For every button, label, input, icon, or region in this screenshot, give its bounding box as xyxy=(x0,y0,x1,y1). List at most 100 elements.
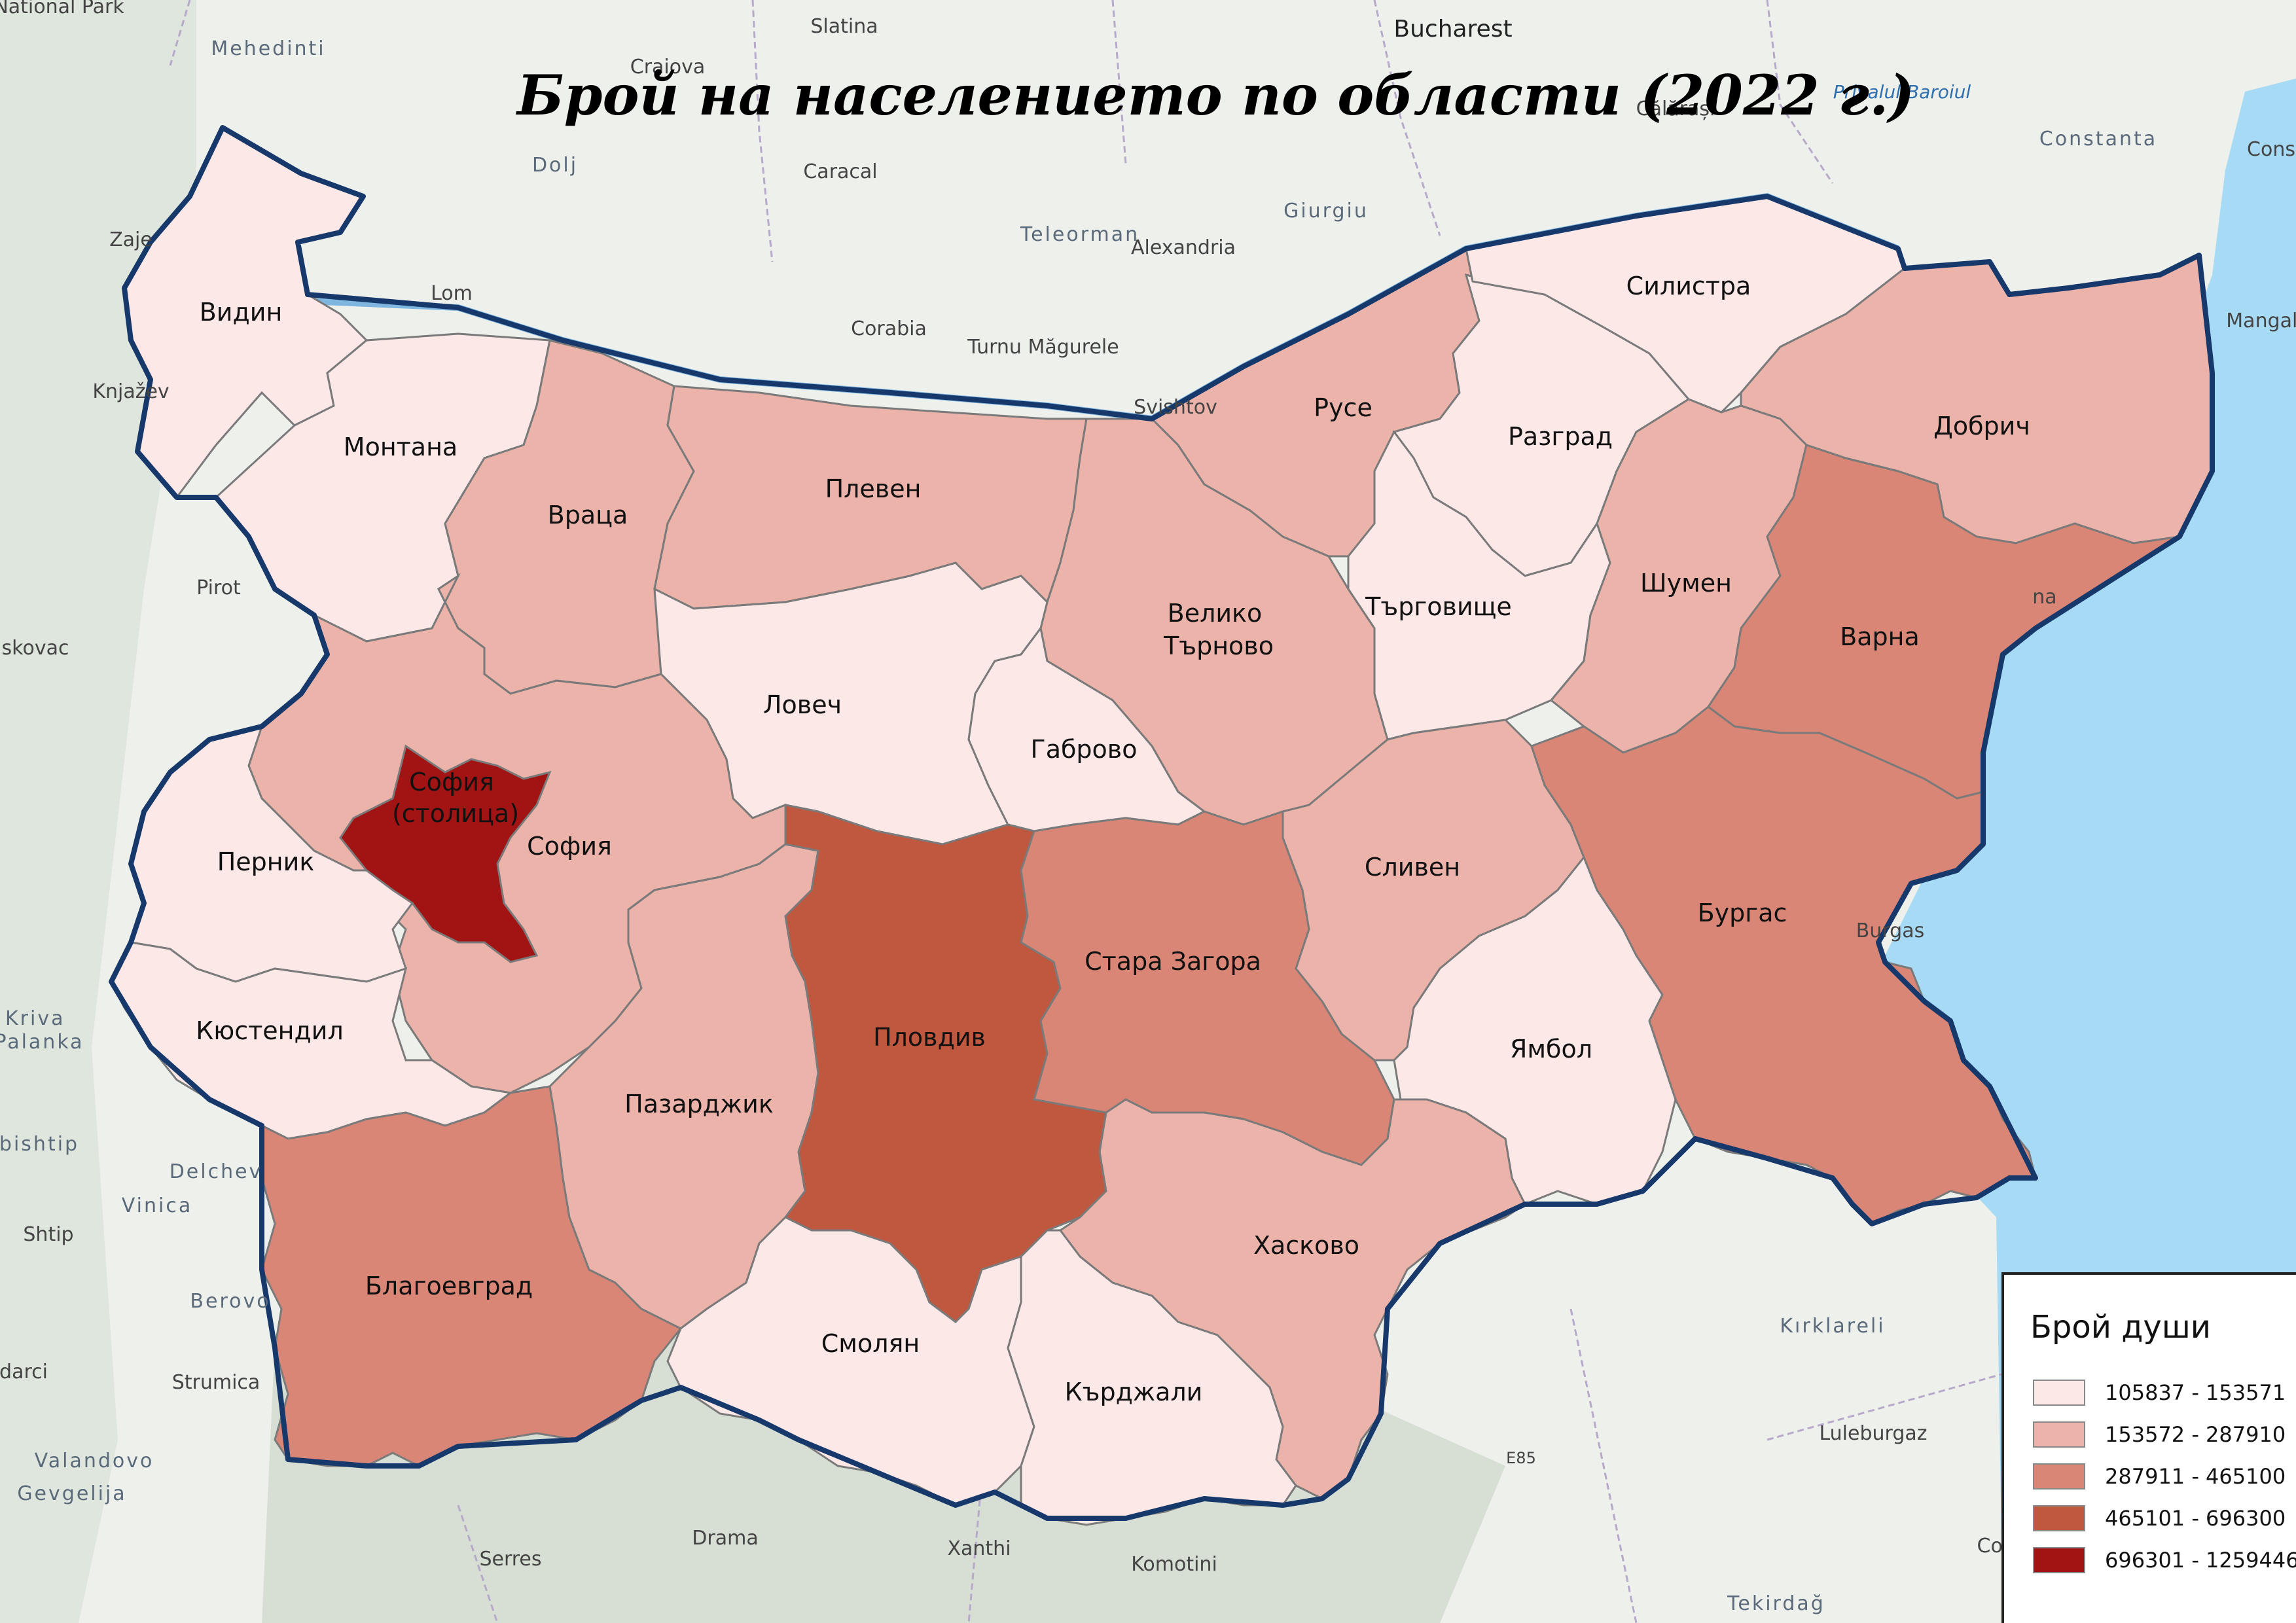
basemap-label-kriva-palanka: Kriva Palanka xyxy=(0,1007,84,1054)
label-veliko-tarnovo-line2: Търново xyxy=(1163,632,1274,660)
basemap-label-alexandria: Alexandria xyxy=(1131,236,1236,259)
basemap-label-national-park: National Park xyxy=(0,0,124,18)
label-sofia-capital-line1: София xyxy=(409,768,494,796)
bulgaria-border xyxy=(109,125,2215,1521)
label-sliven: Сливен xyxy=(1365,853,1460,882)
label-pleven: Плевен xyxy=(825,474,922,503)
label-dobrich: Добрич xyxy=(1933,412,2030,440)
label-veliko-tarnovo-line1: Велико xyxy=(1168,599,1263,628)
basemap-label-komotini: Komotini xyxy=(1131,1553,1217,1576)
basemap-label-serres: Serres xyxy=(479,1548,541,1571)
basemap-label-lom: Lom xyxy=(431,282,473,305)
basemap-label-cons: Cons xyxy=(2247,138,2295,161)
label-smolyan: Смолян xyxy=(821,1329,920,1358)
label-blagoevgrad: Благоевград xyxy=(365,1272,533,1300)
basemap-label-na: na xyxy=(2032,586,2056,609)
label-ruse: Русе xyxy=(1314,393,1372,422)
basemap-label-xanthi: Xanthi xyxy=(947,1537,1011,1560)
legend-row-1: 105837 - 153571 xyxy=(2033,1377,2286,1408)
basemap-admin-lines xyxy=(169,0,2002,1623)
basemap-label-corabia: Corabia xyxy=(851,317,927,340)
label-gabrovo: Габрово xyxy=(1031,735,1138,764)
legend-row-2: 153572 - 287910 xyxy=(2033,1419,2286,1450)
legend-row-5: 696301 - 1259446 xyxy=(2033,1544,2296,1576)
basemap-label-privalul-baroiul: Privalul Baroiul xyxy=(1833,81,1971,103)
kriva-palanka-line1: Kriva xyxy=(5,1007,65,1030)
basemap-label-teleorman: Teleorman xyxy=(1020,223,1139,246)
label-kyustendil: Кюстендил xyxy=(196,1016,343,1045)
legend-swatch-3 xyxy=(2033,1463,2085,1489)
legend: Брой души 105837 - 153571 153572 - 28791… xyxy=(2001,1272,2296,1623)
basemap-label-bucharest: Bucharest xyxy=(1393,16,1512,43)
label-stara-zagora: Стара Загора xyxy=(1085,947,1261,976)
label-veliko-tarnovo: Велико Търново xyxy=(1163,599,1274,660)
label-silistra: Силистра xyxy=(1626,272,1751,300)
basemap-label-bishtip: bishtip xyxy=(0,1133,79,1156)
basemap-label-mehedinti: Mehedinti xyxy=(211,37,325,60)
basemap-label-e85: E85 xyxy=(1506,1449,1536,1467)
basemap-label-skovac: skovac xyxy=(2,637,69,660)
label-razgrad: Разград xyxy=(1508,422,1613,451)
label-burgas: Бургас xyxy=(1698,899,1787,927)
label-plovdiv: Пловдив xyxy=(873,1023,986,1052)
basemap-label-burgas: Burgas xyxy=(1856,919,1924,942)
label-yambol: Ямбол xyxy=(1510,1035,1592,1063)
legend-swatch-1 xyxy=(2033,1380,2085,1406)
label-vratsa: Враца xyxy=(548,501,628,529)
legend-label-5: 696301 - 1259446 xyxy=(2105,1548,2296,1573)
basemap-label-drama: Drama xyxy=(692,1527,758,1550)
basemap-label-luleburgaz: Luleburgaz xyxy=(1819,1422,1927,1445)
label-sofia-capital-line2: (столица) xyxy=(392,799,519,828)
label-montana: Монтана xyxy=(344,433,457,461)
legend-swatch-2 xyxy=(2033,1421,2085,1448)
legend-row-3: 287911 - 465100 xyxy=(2033,1461,2286,1492)
label-targovishte: Търговище xyxy=(1365,592,1512,621)
basemap-label-svishtov: Svishtov xyxy=(1134,396,1217,419)
legend-label-1: 105837 - 153571 xyxy=(2105,1380,2286,1405)
legend-label-2: 153572 - 287910 xyxy=(2105,1422,2286,1447)
basemap-label-giurgiu: Giurgiu xyxy=(1283,200,1369,223)
label-varna: Варна xyxy=(1840,622,1920,651)
basemap-label-vinica: Vinica xyxy=(122,1194,192,1217)
legend-label-3: 287911 - 465100 xyxy=(2105,1464,2286,1489)
basemap-label-slatina: Slatina xyxy=(810,15,878,38)
basemap-label-dolj: Dolj xyxy=(532,154,578,177)
legend-swatch-4 xyxy=(2033,1505,2085,1531)
basemap-label-strumica: Strumica xyxy=(172,1371,260,1394)
basemap-label-delchev: Delchev xyxy=(170,1160,263,1183)
basemap-label-turnu: Turnu Măgurele xyxy=(967,336,1119,359)
legend-label-4: 465101 - 696300 xyxy=(2105,1506,2286,1531)
region-burgas[interactable] xyxy=(1530,705,2037,1225)
legend-swatch-5 xyxy=(2033,1547,2085,1573)
label-sofia-capital: София (столица) xyxy=(392,768,519,828)
legend-title: Брой души xyxy=(2030,1309,2211,1346)
basemap-label-kirklareli: Kırklareli xyxy=(1780,1315,1885,1338)
map-title: Брой на населението по области (2022 г.) xyxy=(517,63,1915,128)
label-haskovo: Хасково xyxy=(1253,1231,1359,1260)
basemap-label-constanta: Constanta xyxy=(2039,128,2157,151)
basemap-label-mangali: Mangali xyxy=(2226,310,2296,332)
label-shumen: Шумен xyxy=(1640,569,1732,597)
basemap-label-zaje: Zaje xyxy=(109,228,152,251)
basemap-label-darci: darci xyxy=(0,1361,48,1383)
label-pazardzhik: Пазарджик xyxy=(624,1090,774,1118)
label-kardzhali: Кърджали xyxy=(1065,1378,1203,1406)
basemap-label-knjazev: Knjažev xyxy=(92,380,169,403)
basemap-label-pirot: Pirot xyxy=(196,577,241,599)
basemap-label-valandovo: Valandovo xyxy=(35,1450,154,1472)
legend-row-4: 465101 - 696300 xyxy=(2033,1503,2286,1534)
label-sofia: София xyxy=(527,832,612,861)
label-pernik: Перник xyxy=(217,847,315,876)
label-vidin: Видин xyxy=(200,298,283,327)
basemap-label-shtip: Shtip xyxy=(23,1223,73,1246)
kriva-palanka-line2: Palanka xyxy=(0,1031,84,1054)
basemap-label-tekirdag: Tekirdağ xyxy=(1727,1592,1825,1615)
region-sofia-capital[interactable] xyxy=(339,744,552,963)
label-lovech: Ловеч xyxy=(763,690,842,719)
basemap-label-berovo: Berovo xyxy=(190,1290,270,1313)
basemap-label-caracal: Caracal xyxy=(803,160,877,183)
basemap-label-craiova: Craiova xyxy=(630,56,706,79)
basemap-label-calarasi: Călărași xyxy=(1636,98,1715,120)
basemap-label-gevgelija: Gevgelija xyxy=(17,1482,126,1505)
